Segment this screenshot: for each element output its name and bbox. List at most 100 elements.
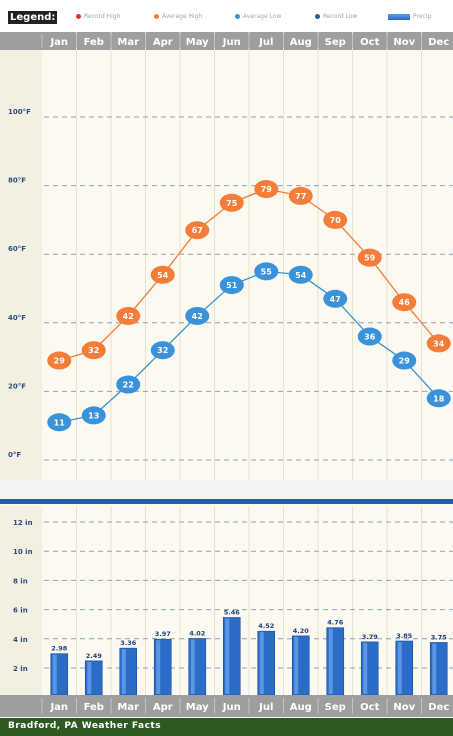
data-label-average-low-nov: 29 [399,357,411,366]
point-average-high-sep [323,210,348,229]
footer-title: Bradford, PA Weather Facts [8,721,162,731]
data-label-average-high-apr: 54 [157,271,169,280]
precip-month-label-nov: Nov [393,702,415,713]
point-average-low-aug [288,265,313,284]
precip-month-label-aug: Aug [290,702,312,713]
bar-swatch-icon [388,13,410,20]
point-average-high-mar [116,306,141,325]
precip-data-label-jul: 4.52 [258,622,274,630]
data-label-average-high-jul: 79 [261,185,273,194]
point-average-low-jul [254,262,279,281]
precip-data-label-sep: 4.76 [327,619,344,627]
data-label-average-low-sep: 47 [330,295,341,304]
point-average-high-oct [357,248,382,267]
legend-title: Legend: [8,11,58,24]
data-label-average-low-feb: 13 [88,411,99,420]
temp-month-label-oct: Oct [360,37,379,48]
precip-bar-highlight [225,618,230,694]
data-label-average-high-feb: 32 [88,346,99,355]
point-average-low-jan [47,413,72,432]
temp-y-tick-40: 40°F [8,314,26,322]
data-label-average-low-aug: 54 [295,271,307,280]
precip-month-label-feb: Feb [84,702,104,713]
precip-bar-highlight [259,632,264,694]
data-label-average-low-jun: 51 [226,281,238,290]
data-label-average-low-may: 42 [192,312,203,321]
precip-bar-highlight [156,640,161,694]
temp-month-label-mar: Mar [117,37,139,48]
temp-month-label-may: May [186,37,209,48]
temp-month-label-jun: Jun [222,37,241,48]
data-label-average-high-may: 67 [192,226,203,235]
legend-item-average-low: Average Low [235,12,281,22]
temp-month-label-jan: Jan [49,37,68,48]
data-label-average-low-dec: 18 [433,394,445,403]
temperature-chart: Jan Feb Mar Apr May Jun Jul Aug Sep Oct Nov Dec 0°F 2… [0,32,453,480]
precip-bar-highlight [397,641,402,694]
precip-month-label-sep: Sep [325,702,346,713]
precip-data-label-feb: 2.49 [86,652,103,660]
precip-bar-highlight [87,661,92,694]
dot-icon [76,14,81,19]
legend-item-average-high: Average High [154,12,202,22]
precip-month-label-oct: Oct [360,702,379,713]
data-label-average-low-jan: 11 [54,418,66,427]
point-average-low-feb [81,406,106,425]
precip-month-axis [0,695,453,717]
legend-item-record-high: Record High [76,12,120,22]
precip-bar-highlight [190,639,195,694]
weather-charts: Jan Feb Mar Apr May Jun Jul Aug Sep Oct Nov Dec 0°F 2… [0,32,453,717]
precip-y-tick-10: 10 in [13,548,33,556]
data-label-average-low-oct: 36 [364,333,376,342]
data-label-average-high-sep: 70 [330,216,342,225]
dot-icon [235,14,240,19]
precip-data-label-apr: 3.97 [155,630,171,638]
point-average-low-dec [426,389,451,408]
precip-data-label-oct: 3.79 [362,633,379,641]
point-average-low-mar [116,375,141,394]
point-average-high-nov [392,293,417,312]
point-average-low-nov [392,351,417,370]
precip-data-label-nov: 3.85 [396,632,413,640]
temp-month-label-aug: Aug [290,37,312,48]
point-average-high-feb [81,341,106,360]
temp-month-label-apr: Apr [153,37,173,48]
precip-bar-highlight [294,636,299,694]
precip-data-label-dec: 3.75 [431,633,448,641]
point-average-low-oct [357,327,382,346]
separator-stripe [0,499,453,504]
dot-icon [154,14,159,19]
precip-month-label-may: May [186,702,209,713]
temp-month-label-feb: Feb [84,37,104,48]
dot-icon [315,14,320,19]
data-label-average-high-oct: 59 [364,254,376,263]
precip-data-label-mar: 3.36 [120,639,137,647]
data-label-average-high-aug: 77 [295,192,306,201]
precip-month-label-mar: Mar [117,702,139,713]
precip-month-label-jun: Jun [222,702,241,713]
data-label-average-high-nov: 46 [399,298,411,307]
point-average-high-jan [47,351,72,370]
precip-y-tick-2: 2 in [13,665,28,673]
separator-panel [0,480,453,499]
temp-month-label-dec: Dec [428,37,449,48]
precip-bar-highlight [52,654,57,694]
point-average-low-jun [219,276,244,295]
point-average-low-may [185,306,210,325]
point-average-high-apr [150,265,175,284]
point-average-high-may [185,221,210,240]
precip-y-tick-12: 12 in [13,519,33,527]
precip-month-label-jan: Jan [49,702,68,713]
data-label-average-high-jan: 29 [54,357,66,366]
point-average-high-jun [219,193,244,212]
point-average-high-aug [288,186,313,205]
legend-item-record-low: Record Low [315,12,357,22]
precip-data-label-may: 4.02 [189,630,205,638]
precip-data-label-jan: 2.98 [51,645,68,653]
temp-axis-gutter [0,50,42,480]
precip-axis-gutter [0,506,42,695]
temp-plot-background [0,50,453,480]
precip-month-label-dec: Dec [428,702,449,713]
temp-y-tick-100: 100°F [8,108,31,116]
temp-month-label-jul: Jul [258,37,273,48]
